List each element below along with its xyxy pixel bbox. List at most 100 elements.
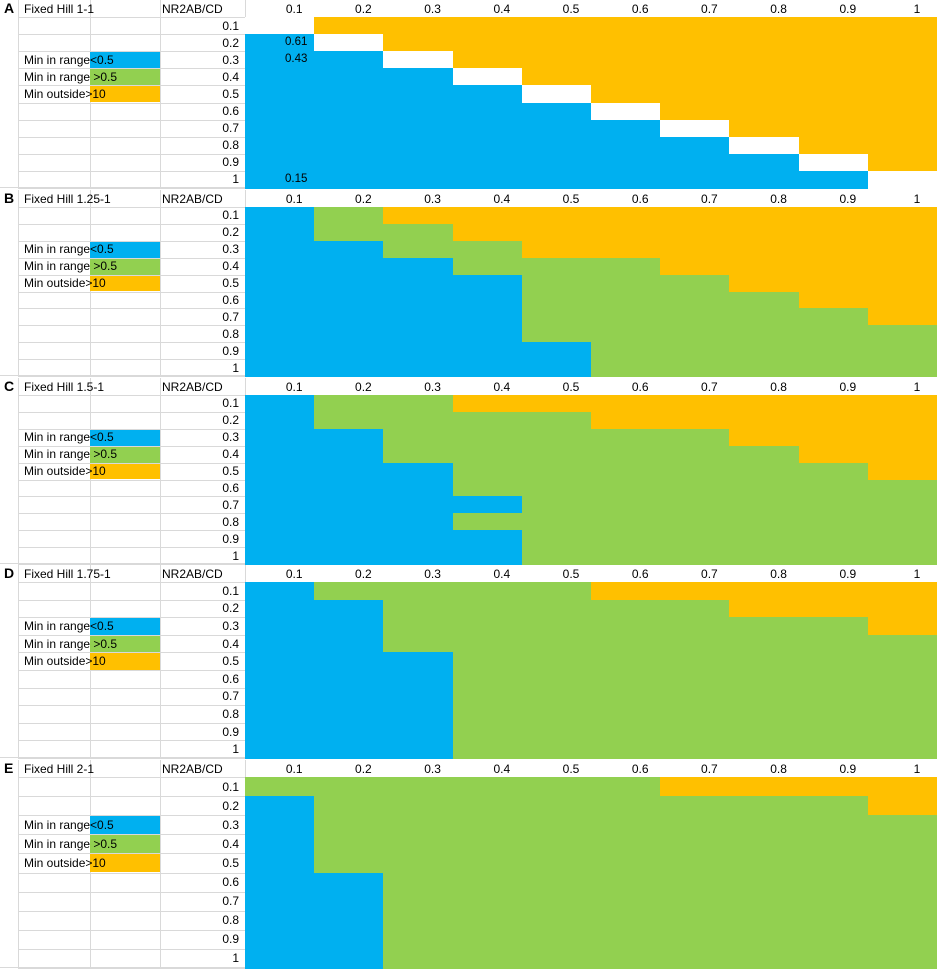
heatmap-cell — [729, 68, 800, 87]
heatmap-cell — [314, 599, 385, 619]
grid-line — [18, 815, 245, 817]
grid-line — [18, 342, 245, 344]
heatmap-cell — [314, 740, 385, 760]
heatmap-cell — [521, 257, 592, 276]
heatmap-cell — [521, 325, 592, 344]
heatmap-cell — [867, 325, 937, 344]
heatmap-cell — [383, 34, 454, 53]
heatmap-cell — [591, 530, 661, 549]
heatmap-cell — [660, 136, 731, 155]
column-label: 0.8 — [770, 380, 787, 394]
row-label: 0.4 — [222, 447, 239, 462]
heatmap-cell — [660, 891, 731, 912]
heatmap-cell — [521, 722, 592, 742]
heatmap-cell — [729, 395, 800, 413]
heatmap-cell — [660, 582, 731, 601]
heatmap-cell — [591, 411, 661, 430]
legend-swatch-orange — [90, 275, 160, 292]
row-label: 0.5 — [222, 855, 239, 870]
grid-line — [18, 274, 245, 276]
heatmap-cell — [867, 85, 937, 104]
row-label: 0.3 — [222, 52, 239, 67]
heatmap-cell — [729, 223, 800, 242]
heatmap-cell — [452, 872, 523, 893]
heatmap-cell — [867, 428, 937, 447]
heatmap-cell — [245, 910, 315, 931]
heatmap-cell — [591, 479, 661, 498]
heatmap-panel-e: E Fixed Hill 2-1 NR2AB/CD 0.1 0.2 0.3 0.4 0.5 0.… — [0, 760, 937, 969]
row-label: 0.6 — [222, 875, 239, 890]
heatmap-cell — [660, 687, 731, 707]
heatmap-cell — [729, 119, 800, 138]
column-label: 0.1 — [285, 567, 303, 581]
heatmap-cell — [452, 308, 523, 327]
heatmap-cell — [867, 910, 937, 931]
heatmap-cell — [314, 777, 385, 797]
row-label: 0.6 — [222, 480, 239, 495]
heatmap-cell — [660, 599, 731, 619]
heatmap-cell — [452, 496, 523, 515]
heatmap-cell — [798, 395, 869, 413]
heatmap-cell — [798, 891, 869, 912]
heatmap-cell — [660, 240, 731, 259]
heatmap-cell — [314, 153, 385, 172]
heatmap-cell — [798, 308, 869, 327]
heatmap-cell — [245, 325, 315, 344]
heatmap-cell — [729, 582, 800, 601]
heatmap-cell — [245, 119, 315, 138]
heatmap-cell — [452, 530, 523, 549]
heatmap-cell — [867, 687, 937, 707]
panel-label: B — [4, 190, 15, 206]
heatmap-cell — [314, 834, 385, 855]
heatmap-cell — [245, 342, 315, 361]
grid-line — [18, 308, 245, 310]
heatmap-cell — [245, 599, 315, 619]
grid-line — [18, 119, 245, 121]
heatmap-cell — [314, 530, 385, 549]
heatmap-cell — [591, 342, 661, 361]
row-label: 0.8 — [222, 514, 239, 529]
heatmap-cell — [521, 815, 592, 836]
heatmap-cell — [660, 670, 731, 689]
panel-label: D — [4, 565, 15, 581]
heatmap-cell — [798, 325, 869, 344]
heatmap-cell — [591, 428, 661, 447]
heatmap-cell — [591, 240, 661, 259]
column-label: 1 — [913, 567, 921, 581]
heatmap-cell — [591, 929, 661, 950]
legend-label: Min in range >0.5 — [24, 447, 118, 462]
heatmap-cell — [314, 102, 385, 121]
column-label: 1 — [913, 192, 921, 206]
heatmap-cell — [798, 342, 869, 361]
column-label: 0.4 — [493, 762, 511, 776]
heatmap-cell — [245, 274, 315, 293]
grid-line — [18, 760, 19, 968]
heatmap-cell — [452, 274, 523, 293]
heatmap-cell — [383, 411, 454, 430]
row-label: 0.1 — [222, 779, 239, 794]
heatmap-cell — [521, 291, 592, 310]
heatmap-cell — [591, 777, 661, 797]
heatmap-cell — [660, 796, 731, 817]
heatmap-cell — [798, 170, 869, 189]
heatmap-cell — [798, 617, 869, 637]
panel-label: C — [4, 378, 15, 394]
heatmap-cell — [798, 68, 869, 87]
heatmap-cell — [591, 547, 661, 566]
heatmap-cell — [660, 445, 731, 464]
row-label: 0.8 — [222, 707, 239, 721]
column-label: 0.3 — [424, 2, 441, 16]
heatmap-cell — [452, 207, 523, 225]
heatmap-cell — [660, 652, 731, 672]
heatmap-cell — [383, 479, 454, 498]
heatmap-cell — [729, 428, 800, 447]
heatmap-cell — [521, 796, 592, 817]
column-label: 0.5 — [562, 2, 580, 16]
heatmap-cell — [729, 207, 800, 225]
grid-line — [160, 565, 161, 758]
heatmap-cell — [591, 119, 661, 138]
row-label: 0.9 — [222, 932, 239, 947]
column-label: 0.5 — [562, 567, 580, 581]
column-label: 0.6 — [631, 567, 649, 581]
heatmap-cell — [867, 17, 937, 35]
